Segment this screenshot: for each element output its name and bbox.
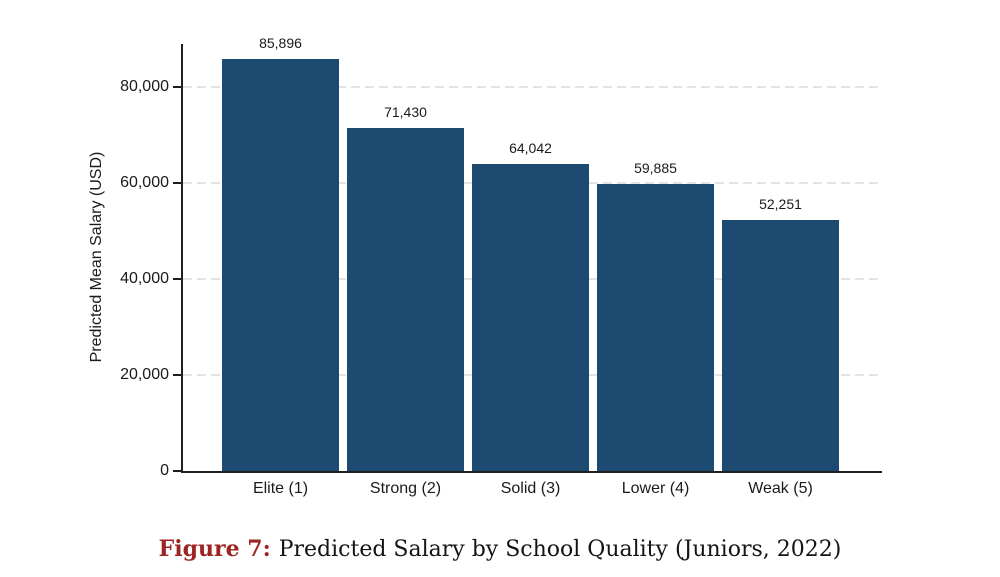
y-tick-mark — [173, 182, 181, 184]
y-tick-mark — [173, 470, 181, 472]
figure-caption: Figure 7: Predicted Salary by School Qual… — [0, 534, 1000, 565]
x-category-label: Solid (3) — [500, 480, 561, 497]
caption-title: Predicted Salary by School Quality (Juni… — [278, 537, 842, 562]
gridline-80000 — [183, 86, 882, 88]
x-category-label: Lower (4) — [621, 480, 690, 497]
bar-value-label: 71,430 — [384, 104, 427, 120]
x-category-label: Weak (5) — [748, 480, 813, 497]
caption-figure-number: Figure 7: — [158, 536, 271, 562]
bar-Solid (3) — [472, 164, 589, 471]
y-tick-label: 0 — [160, 462, 169, 479]
bar-Elite (1) — [222, 59, 339, 471]
bar-value-label: 59,885 — [634, 160, 677, 176]
y-tick-mark — [173, 86, 181, 88]
x-category-label: Elite (1) — [252, 480, 309, 497]
bar-Strong (2) — [347, 128, 464, 471]
y-axis-line — [181, 44, 183, 473]
bar-value-label: 52,251 — [759, 196, 802, 212]
y-tick-mark — [173, 374, 181, 376]
x-category-label: Strong (2) — [369, 480, 442, 497]
bar-chart: Predicted Mean Salary (USD) 0 20,000 40,00… — [88, 35, 882, 497]
y-tick-label: 20,000 — [120, 366, 169, 383]
y-tick-label: 80,000 — [120, 78, 169, 95]
y-tick-label: 60,000 — [120, 174, 169, 191]
bar-value-label: 64,042 — [509, 140, 552, 156]
bar-value-label: 85,896 — [259, 35, 302, 51]
bar-Weak (5) — [722, 220, 839, 471]
x-axis-line — [181, 471, 882, 473]
y-tick-mark — [173, 278, 181, 280]
bar-Lower (4) — [597, 184, 714, 471]
y-tick-label: 40,000 — [120, 270, 169, 287]
